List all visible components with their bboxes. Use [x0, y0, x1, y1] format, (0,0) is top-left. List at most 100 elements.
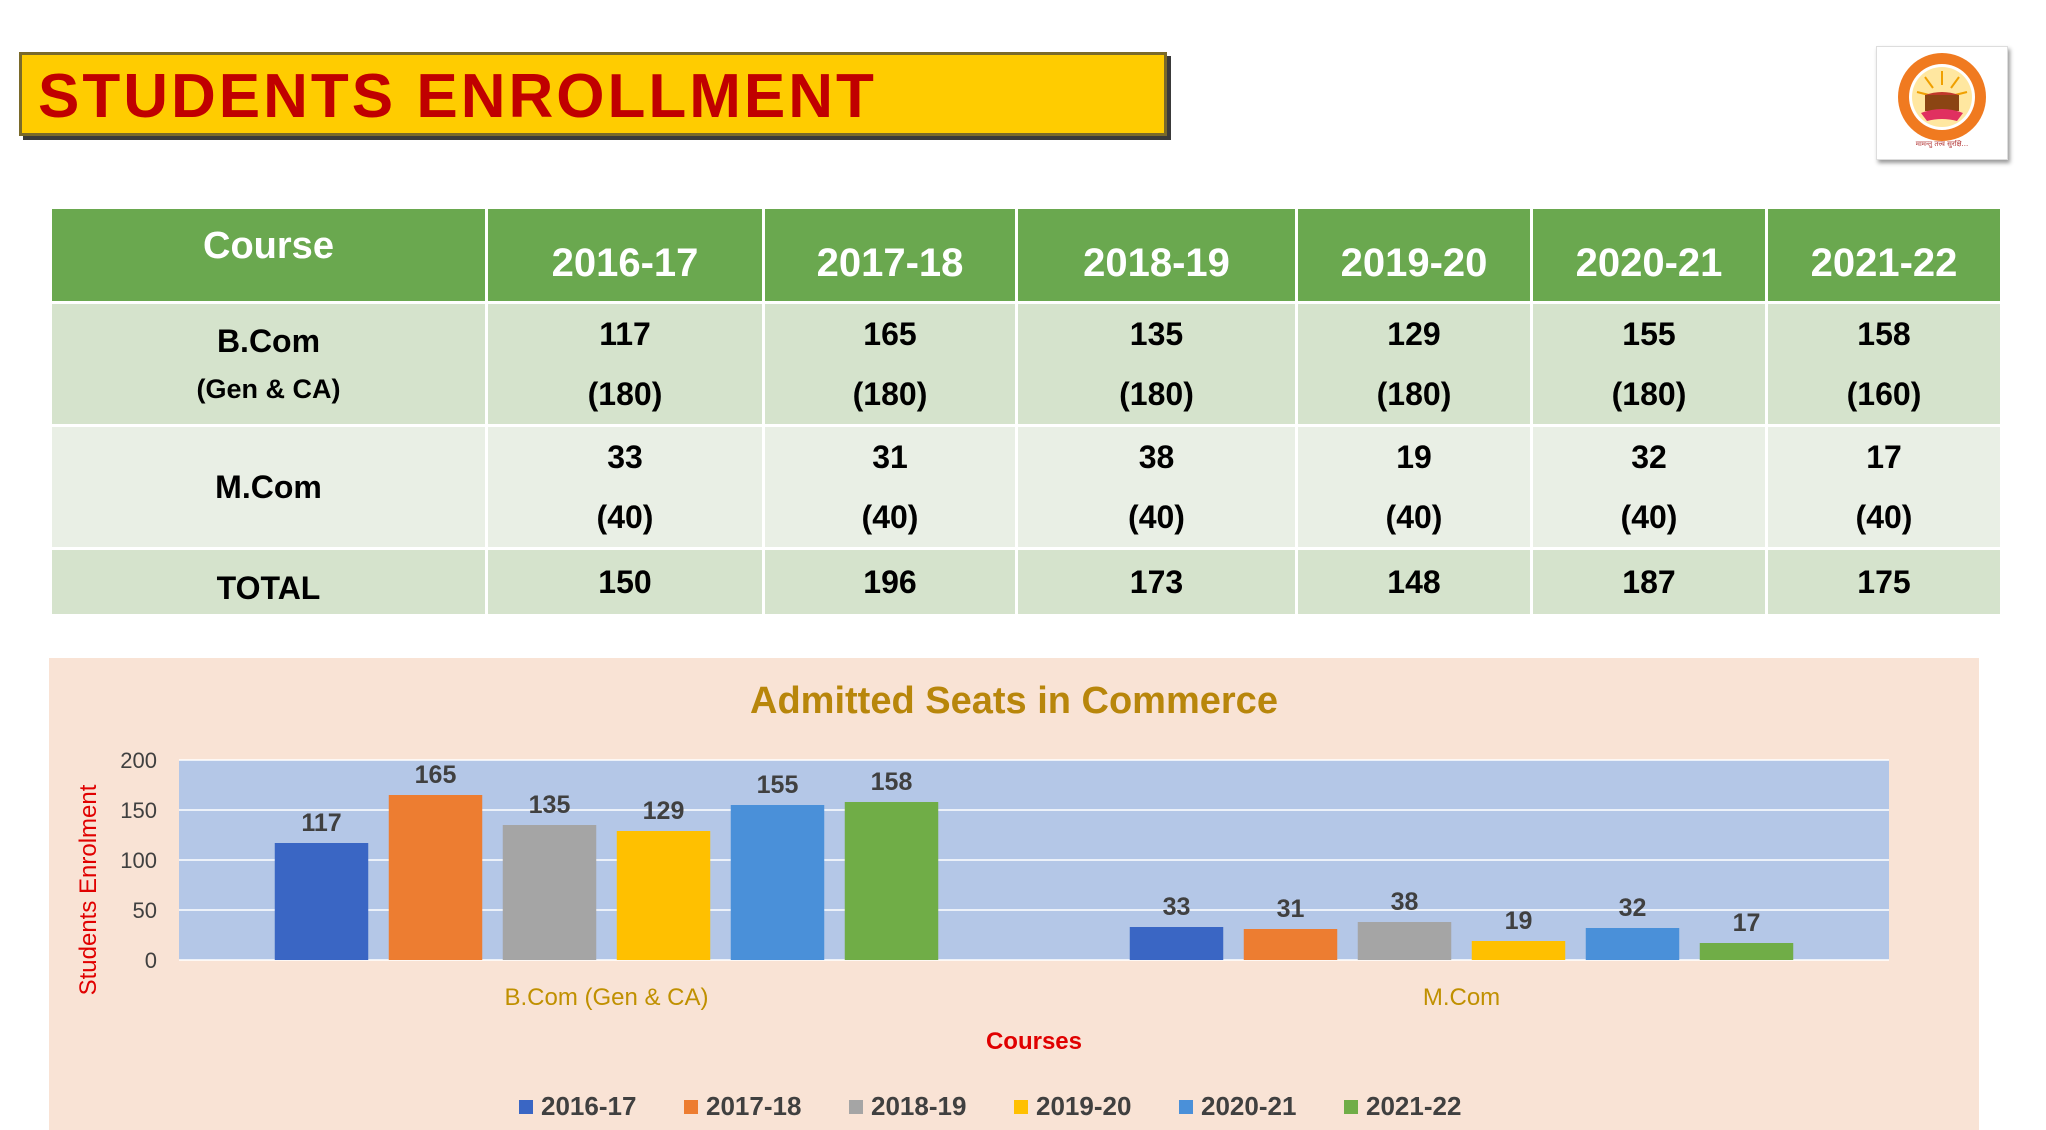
data-label: 32 — [1619, 894, 1647, 922]
data-label: 117 — [301, 809, 341, 837]
table-cell: 150 — [485, 547, 765, 617]
bar — [1129, 927, 1224, 960]
table-cell: 129 (180) — [1295, 301, 1533, 427]
legend-label: 2018-19 — [871, 1091, 966, 1121]
legend-label: 2020-21 — [1201, 1091, 1296, 1121]
legend-swatch — [1014, 1100, 1028, 1114]
table-header-cell: Course — [49, 206, 488, 304]
legend-label: 2016-17 — [541, 1091, 636, 1121]
legend-label: 2021-22 — [1366, 1091, 1461, 1121]
y-tick-label: 100 — [120, 848, 157, 873]
legend-label: 2019-20 — [1036, 1091, 1131, 1121]
college-emblem-icon — [1898, 53, 1986, 141]
y-axis-title: Students Enrolment — [75, 784, 102, 995]
data-label: 38 — [1391, 888, 1419, 916]
admitted-value: 155 — [1622, 316, 1676, 352]
legend-swatch — [1344, 1100, 1358, 1114]
category-label: B.Com (Gen & CA) — [504, 984, 708, 1011]
admitted-value: 135 — [1129, 316, 1184, 352]
data-label: 33 — [1163, 893, 1191, 921]
y-tick-label: 50 — [133, 898, 157, 923]
seats-value: (180) — [1119, 376, 1194, 412]
course-name: TOTAL — [216, 569, 321, 606]
y-tick-label: 150 — [120, 798, 157, 823]
chart-title: Admitted Seats in Commerce — [750, 680, 1278, 722]
seats-value: (40) — [1385, 499, 1443, 535]
admitted-value: 158 — [1857, 316, 1911, 352]
bar-chart: Admitted Seats in Commerce 117 165 135 129 1… — [75, 680, 1889, 1121]
course-name: B.Com — [216, 323, 321, 359]
seats-value: (40) — [1128, 499, 1185, 535]
bar — [616, 831, 711, 960]
admitted-value: 32 — [1631, 439, 1667, 475]
total-value: 175 — [1857, 564, 1911, 600]
data-label: 165 — [415, 761, 457, 789]
table-cell: 165 (180) — [762, 301, 1018, 427]
total-value: 196 — [863, 564, 917, 600]
seats-value: (40) — [1855, 499, 1913, 535]
table-cell: 155 (180) — [1530, 301, 1768, 427]
table-cell: 19 (40) — [1295, 424, 1533, 550]
admitted-value: 38 — [1138, 439, 1175, 475]
bar — [1699, 943, 1794, 960]
seats-value: (180) — [1376, 376, 1452, 412]
y-tick-label: 200 — [120, 748, 157, 773]
bar — [1471, 941, 1566, 960]
bar — [274, 843, 369, 960]
legend-swatch — [684, 1100, 698, 1114]
bar — [1357, 922, 1452, 960]
course-name: M.Com — [215, 468, 322, 505]
table-cell: 175 — [1765, 547, 2003, 617]
table-header-row: Course 2016-17 2017-18 2018-19 2019-20 2… — [49, 206, 2003, 304]
table-header-cell: 2020-21 — [1530, 206, 1768, 304]
table-cell: 158 (160) — [1765, 301, 2003, 427]
total-value: 173 — [1129, 564, 1184, 600]
legend-swatch — [519, 1100, 533, 1114]
data-label: 158 — [871, 768, 913, 796]
course-subtitle: (Gen & CA) — [196, 374, 341, 404]
course-cell: M.Com — [49, 424, 488, 550]
bar — [730, 805, 825, 960]
category-label: M.Com — [1423, 984, 1500, 1011]
table-cell: 33 (40) — [485, 424, 765, 550]
admitted-value: 17 — [1866, 439, 1902, 475]
x-axis-title: Courses — [986, 1028, 1082, 1055]
admitted-value: 117 — [599, 316, 651, 352]
y-tick-label: 0 — [145, 948, 157, 973]
table-header-cell: 2019-20 — [1295, 206, 1533, 304]
table-cell: 148 — [1295, 547, 1533, 617]
bar — [1243, 929, 1338, 960]
seats-value: (40) — [596, 499, 654, 535]
table-header-cell: 2018-19 — [1015, 206, 1298, 304]
admitted-value: 31 — [872, 439, 908, 475]
bar — [844, 802, 939, 960]
data-label: 17 — [1733, 909, 1761, 937]
enrollment-table: Course 2016-17 2017-18 2018-19 2019-20 2… — [49, 206, 2003, 617]
admitted-value: 165 — [863, 316, 917, 352]
admitted-value: 33 — [607, 439, 643, 475]
bar — [1585, 928, 1680, 960]
title-banner: STUDENTS ENROLLMENT — [19, 52, 1167, 136]
table-row-total: TOTAL 150 196 173 148 187 175 — [49, 547, 2003, 617]
chart-panel: Admitted Seats in Commerce 117 165 135 129 1… — [49, 658, 1979, 1130]
course-cell: B.Com (Gen & CA) — [49, 301, 488, 427]
legend-swatch — [849, 1100, 863, 1114]
seats-value: (180) — [587, 376, 663, 412]
bar — [502, 825, 597, 960]
bar — [388, 795, 483, 960]
legend-swatch — [1179, 1100, 1193, 1114]
admitted-value: 129 — [1387, 316, 1441, 352]
seats-value: (40) — [861, 499, 919, 535]
total-value: 148 — [1387, 564, 1441, 600]
logo-motto: मामन्तु तत्त्व सुरक्षि... — [1915, 140, 1969, 148]
table-cell: 117 (180) — [485, 301, 765, 427]
seats-value: (40) — [1620, 499, 1678, 535]
table-header-cell: 2021-22 — [1765, 206, 2003, 304]
data-label: 129 — [643, 797, 685, 825]
page-title: STUDENTS ENROLLMENT — [38, 62, 877, 131]
table-row: M.Com 33 (40) 31 (40) 38 (40) 19 (40) 32 (40)… — [49, 424, 2003, 550]
table-cell: 32 (40) — [1530, 424, 1768, 550]
data-label: 155 — [757, 771, 799, 799]
data-label: 31 — [1277, 895, 1305, 923]
data-label: 19 — [1505, 907, 1533, 935]
